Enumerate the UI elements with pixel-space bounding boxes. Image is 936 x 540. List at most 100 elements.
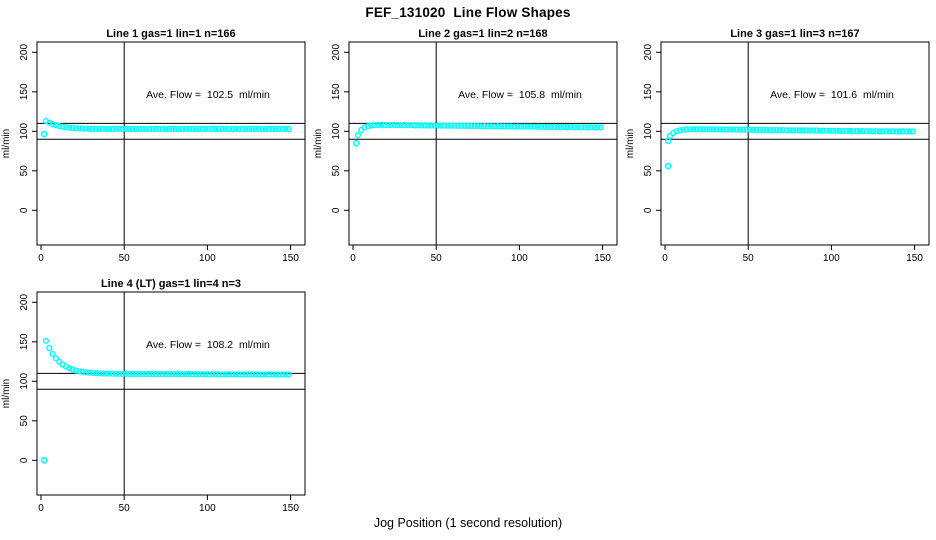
data-point bbox=[518, 123, 525, 130]
data-point bbox=[196, 125, 203, 133]
data-point bbox=[239, 125, 246, 133]
data-point bbox=[886, 128, 893, 135]
data-point bbox=[232, 371, 239, 378]
x-tick-label: 50 bbox=[119, 503, 131, 514]
data-point bbox=[780, 126, 787, 134]
data-point bbox=[591, 124, 598, 131]
data-point bbox=[534, 123, 541, 130]
data-point bbox=[508, 123, 515, 130]
data-point bbox=[444, 122, 451, 129]
data-point bbox=[730, 126, 737, 133]
data-point bbox=[451, 122, 458, 129]
data-point bbox=[434, 122, 442, 129]
data-point bbox=[146, 125, 153, 133]
data-point bbox=[285, 125, 293, 133]
data-point bbox=[408, 122, 415, 129]
data-point bbox=[52, 355, 60, 362]
data-point bbox=[62, 124, 70, 131]
data-point bbox=[252, 125, 259, 133]
data-point bbox=[504, 123, 511, 130]
data-point bbox=[156, 125, 163, 133]
data-point bbox=[833, 127, 840, 134]
data-point bbox=[179, 125, 186, 133]
data-point bbox=[206, 371, 213, 378]
data-point bbox=[786, 127, 793, 134]
flow-panel-line-2: 0 50 100 150 0 50 100 150 200 ml/min Line 2 gas=1 … bbox=[312, 27, 624, 279]
data-point bbox=[414, 122, 422, 129]
data-point bbox=[235, 371, 243, 378]
data-point bbox=[478, 123, 485, 130]
data-point bbox=[454, 122, 461, 129]
data-point bbox=[577, 124, 585, 131]
data-point bbox=[126, 125, 133, 133]
data-point bbox=[826, 127, 833, 134]
x-tick-label: 50 bbox=[743, 253, 755, 264]
data-point bbox=[176, 370, 183, 378]
data-point bbox=[142, 125, 149, 133]
x-tick-label: 150 bbox=[282, 253, 299, 264]
data-point bbox=[557, 123, 565, 131]
data-point bbox=[537, 123, 545, 131]
data-point bbox=[66, 365, 73, 372]
data-point bbox=[82, 125, 90, 132]
panel-plot: 0 50 100 150 0 50 100 150 200 ml/min Line 2 gas=1 … bbox=[313, 28, 618, 264]
data-point bbox=[262, 371, 269, 378]
data-point bbox=[753, 126, 760, 133]
data-point bbox=[587, 124, 595, 131]
data-point bbox=[142, 370, 149, 378]
y-tick-label: 0 bbox=[643, 207, 654, 213]
data-point bbox=[683, 126, 690, 133]
data-point bbox=[249, 125, 256, 133]
data-point bbox=[484, 123, 491, 130]
data-point bbox=[521, 123, 528, 130]
data-point bbox=[265, 371, 273, 378]
data-point bbox=[899, 128, 907, 135]
data-point bbox=[76, 368, 83, 375]
data-point bbox=[182, 125, 189, 133]
data-point bbox=[770, 126, 777, 134]
data-point bbox=[793, 127, 800, 134]
data-point bbox=[156, 370, 163, 378]
y-tick-label: 200 bbox=[331, 44, 342, 61]
data-point bbox=[544, 123, 551, 131]
data-point bbox=[846, 127, 853, 135]
outlier-point bbox=[664, 162, 672, 170]
data-point bbox=[132, 125, 139, 133]
data-point bbox=[269, 125, 276, 133]
data-point bbox=[136, 370, 143, 378]
data-point bbox=[441, 122, 448, 129]
data-point bbox=[398, 122, 405, 129]
data-point bbox=[581, 124, 588, 131]
data-point bbox=[92, 125, 100, 133]
data-point bbox=[285, 371, 293, 378]
data-point bbox=[235, 125, 243, 133]
data-point bbox=[584, 124, 591, 131]
data-point bbox=[82, 369, 90, 376]
data-point bbox=[468, 122, 475, 130]
data-point bbox=[196, 371, 203, 378]
data-point bbox=[863, 128, 870, 135]
data-point bbox=[149, 125, 156, 133]
data-point bbox=[766, 126, 773, 134]
data-point bbox=[116, 125, 123, 132]
data-point bbox=[866, 127, 873, 135]
data-point bbox=[740, 126, 747, 133]
y-tick-label: 150 bbox=[643, 83, 654, 100]
data-point bbox=[594, 124, 601, 131]
y-tick-label: 100 bbox=[643, 123, 654, 140]
outlier-point bbox=[40, 456, 48, 464]
data-point bbox=[179, 371, 186, 378]
data-point bbox=[225, 125, 233, 133]
average-flow-annotation: Ave. Flow = 105.8 ml/min bbox=[458, 89, 582, 101]
y-tick-label: 100 bbox=[19, 373, 30, 390]
data-point bbox=[225, 371, 233, 378]
data-point bbox=[567, 123, 575, 131]
data-point bbox=[222, 125, 229, 133]
data-point bbox=[853, 127, 860, 135]
data-point bbox=[139, 370, 146, 378]
panel-plot: 0 50 100 150 0 50 100 150 200 ml/min Line 3 gas=1 … bbox=[625, 28, 930, 264]
data-point bbox=[172, 125, 179, 133]
data-point bbox=[763, 126, 770, 134]
x-tick-label: 100 bbox=[199, 503, 216, 514]
data-point bbox=[79, 368, 86, 375]
